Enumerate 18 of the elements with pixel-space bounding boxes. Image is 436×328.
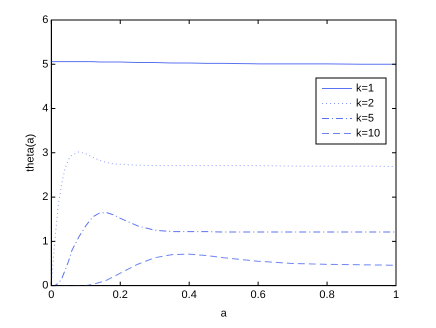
legend-label: k=5 [356,112,374,125]
y-tick-label: 1 [42,235,48,248]
legend-label: k=1 [356,82,374,95]
y-tick-label: 3 [42,146,48,159]
x-tick-label: 1 [392,289,400,302]
y-tick-label: 5 [42,58,48,70]
y-tick-label: 4 [42,102,48,115]
y-tick-label: 6 [42,14,48,26]
x-tick-label: 0.4 [182,289,197,302]
legend-label: k=10 [356,128,380,140]
x-tick-label: 0.8 [319,289,335,302]
y-axis-title: theta(a) [24,134,37,172]
x-tick-label: 0.2 [112,289,128,302]
y-tick-label: 2 [42,191,48,204]
y-tick-label: 0 [42,280,48,292]
x-tick-label: 0.6 [250,289,266,302]
x-axis-title: a [220,307,228,320]
legend-label: k=2 [356,98,374,110]
